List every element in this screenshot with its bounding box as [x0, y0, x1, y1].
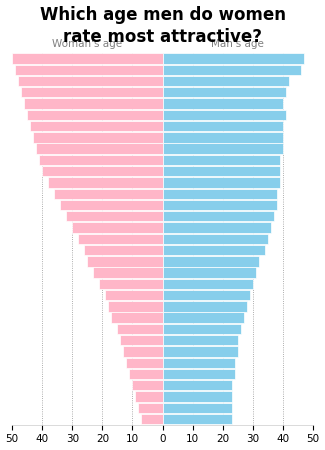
Title: Which age men do women
rate most attractive?: Which age men do women rate most attract…: [40, 5, 285, 46]
Bar: [162, 290, 250, 300]
Text: Man's age: Man's age: [211, 39, 264, 49]
Bar: [42, 166, 162, 176]
Bar: [12, 53, 162, 64]
Bar: [111, 312, 162, 323]
Bar: [162, 234, 268, 244]
Bar: [99, 279, 162, 289]
Bar: [87, 256, 162, 266]
Bar: [162, 110, 286, 120]
Bar: [54, 189, 162, 199]
Bar: [138, 403, 162, 413]
Bar: [84, 245, 162, 255]
Bar: [162, 369, 235, 379]
Bar: [141, 414, 162, 424]
Bar: [60, 200, 162, 210]
Bar: [162, 392, 232, 402]
Bar: [21, 87, 162, 98]
Bar: [162, 380, 232, 391]
Text: Woman's age: Woman's age: [52, 39, 123, 49]
Bar: [117, 324, 162, 334]
Bar: [162, 301, 247, 311]
Bar: [162, 65, 301, 75]
Bar: [162, 87, 286, 98]
Bar: [162, 324, 241, 334]
Bar: [27, 110, 162, 120]
Bar: [162, 335, 238, 346]
Bar: [66, 211, 162, 221]
Bar: [162, 155, 280, 165]
Bar: [162, 76, 289, 86]
Bar: [72, 222, 162, 233]
Bar: [136, 392, 162, 402]
Bar: [162, 346, 238, 357]
Bar: [162, 99, 283, 109]
Bar: [48, 177, 162, 188]
Bar: [78, 234, 162, 244]
Bar: [162, 132, 283, 143]
Bar: [129, 369, 162, 379]
Bar: [162, 358, 235, 368]
Bar: [162, 200, 277, 210]
Bar: [162, 211, 274, 221]
Bar: [124, 346, 162, 357]
Bar: [30, 121, 162, 131]
Bar: [132, 380, 162, 391]
Bar: [108, 301, 162, 311]
Bar: [18, 76, 162, 86]
Bar: [162, 414, 232, 424]
Bar: [162, 53, 304, 64]
Bar: [33, 132, 162, 143]
Bar: [39, 155, 162, 165]
Bar: [162, 403, 232, 413]
Bar: [162, 121, 283, 131]
Bar: [162, 189, 277, 199]
Bar: [105, 290, 162, 300]
Bar: [162, 279, 253, 289]
Bar: [126, 358, 162, 368]
Bar: [162, 177, 280, 188]
Bar: [120, 335, 162, 346]
Bar: [36, 144, 162, 154]
Bar: [93, 267, 162, 278]
Bar: [162, 256, 259, 266]
Bar: [162, 267, 256, 278]
Bar: [162, 144, 283, 154]
Bar: [162, 166, 280, 176]
Bar: [15, 65, 162, 75]
Bar: [24, 99, 162, 109]
Bar: [162, 222, 271, 233]
Bar: [162, 245, 265, 255]
Bar: [162, 312, 244, 323]
